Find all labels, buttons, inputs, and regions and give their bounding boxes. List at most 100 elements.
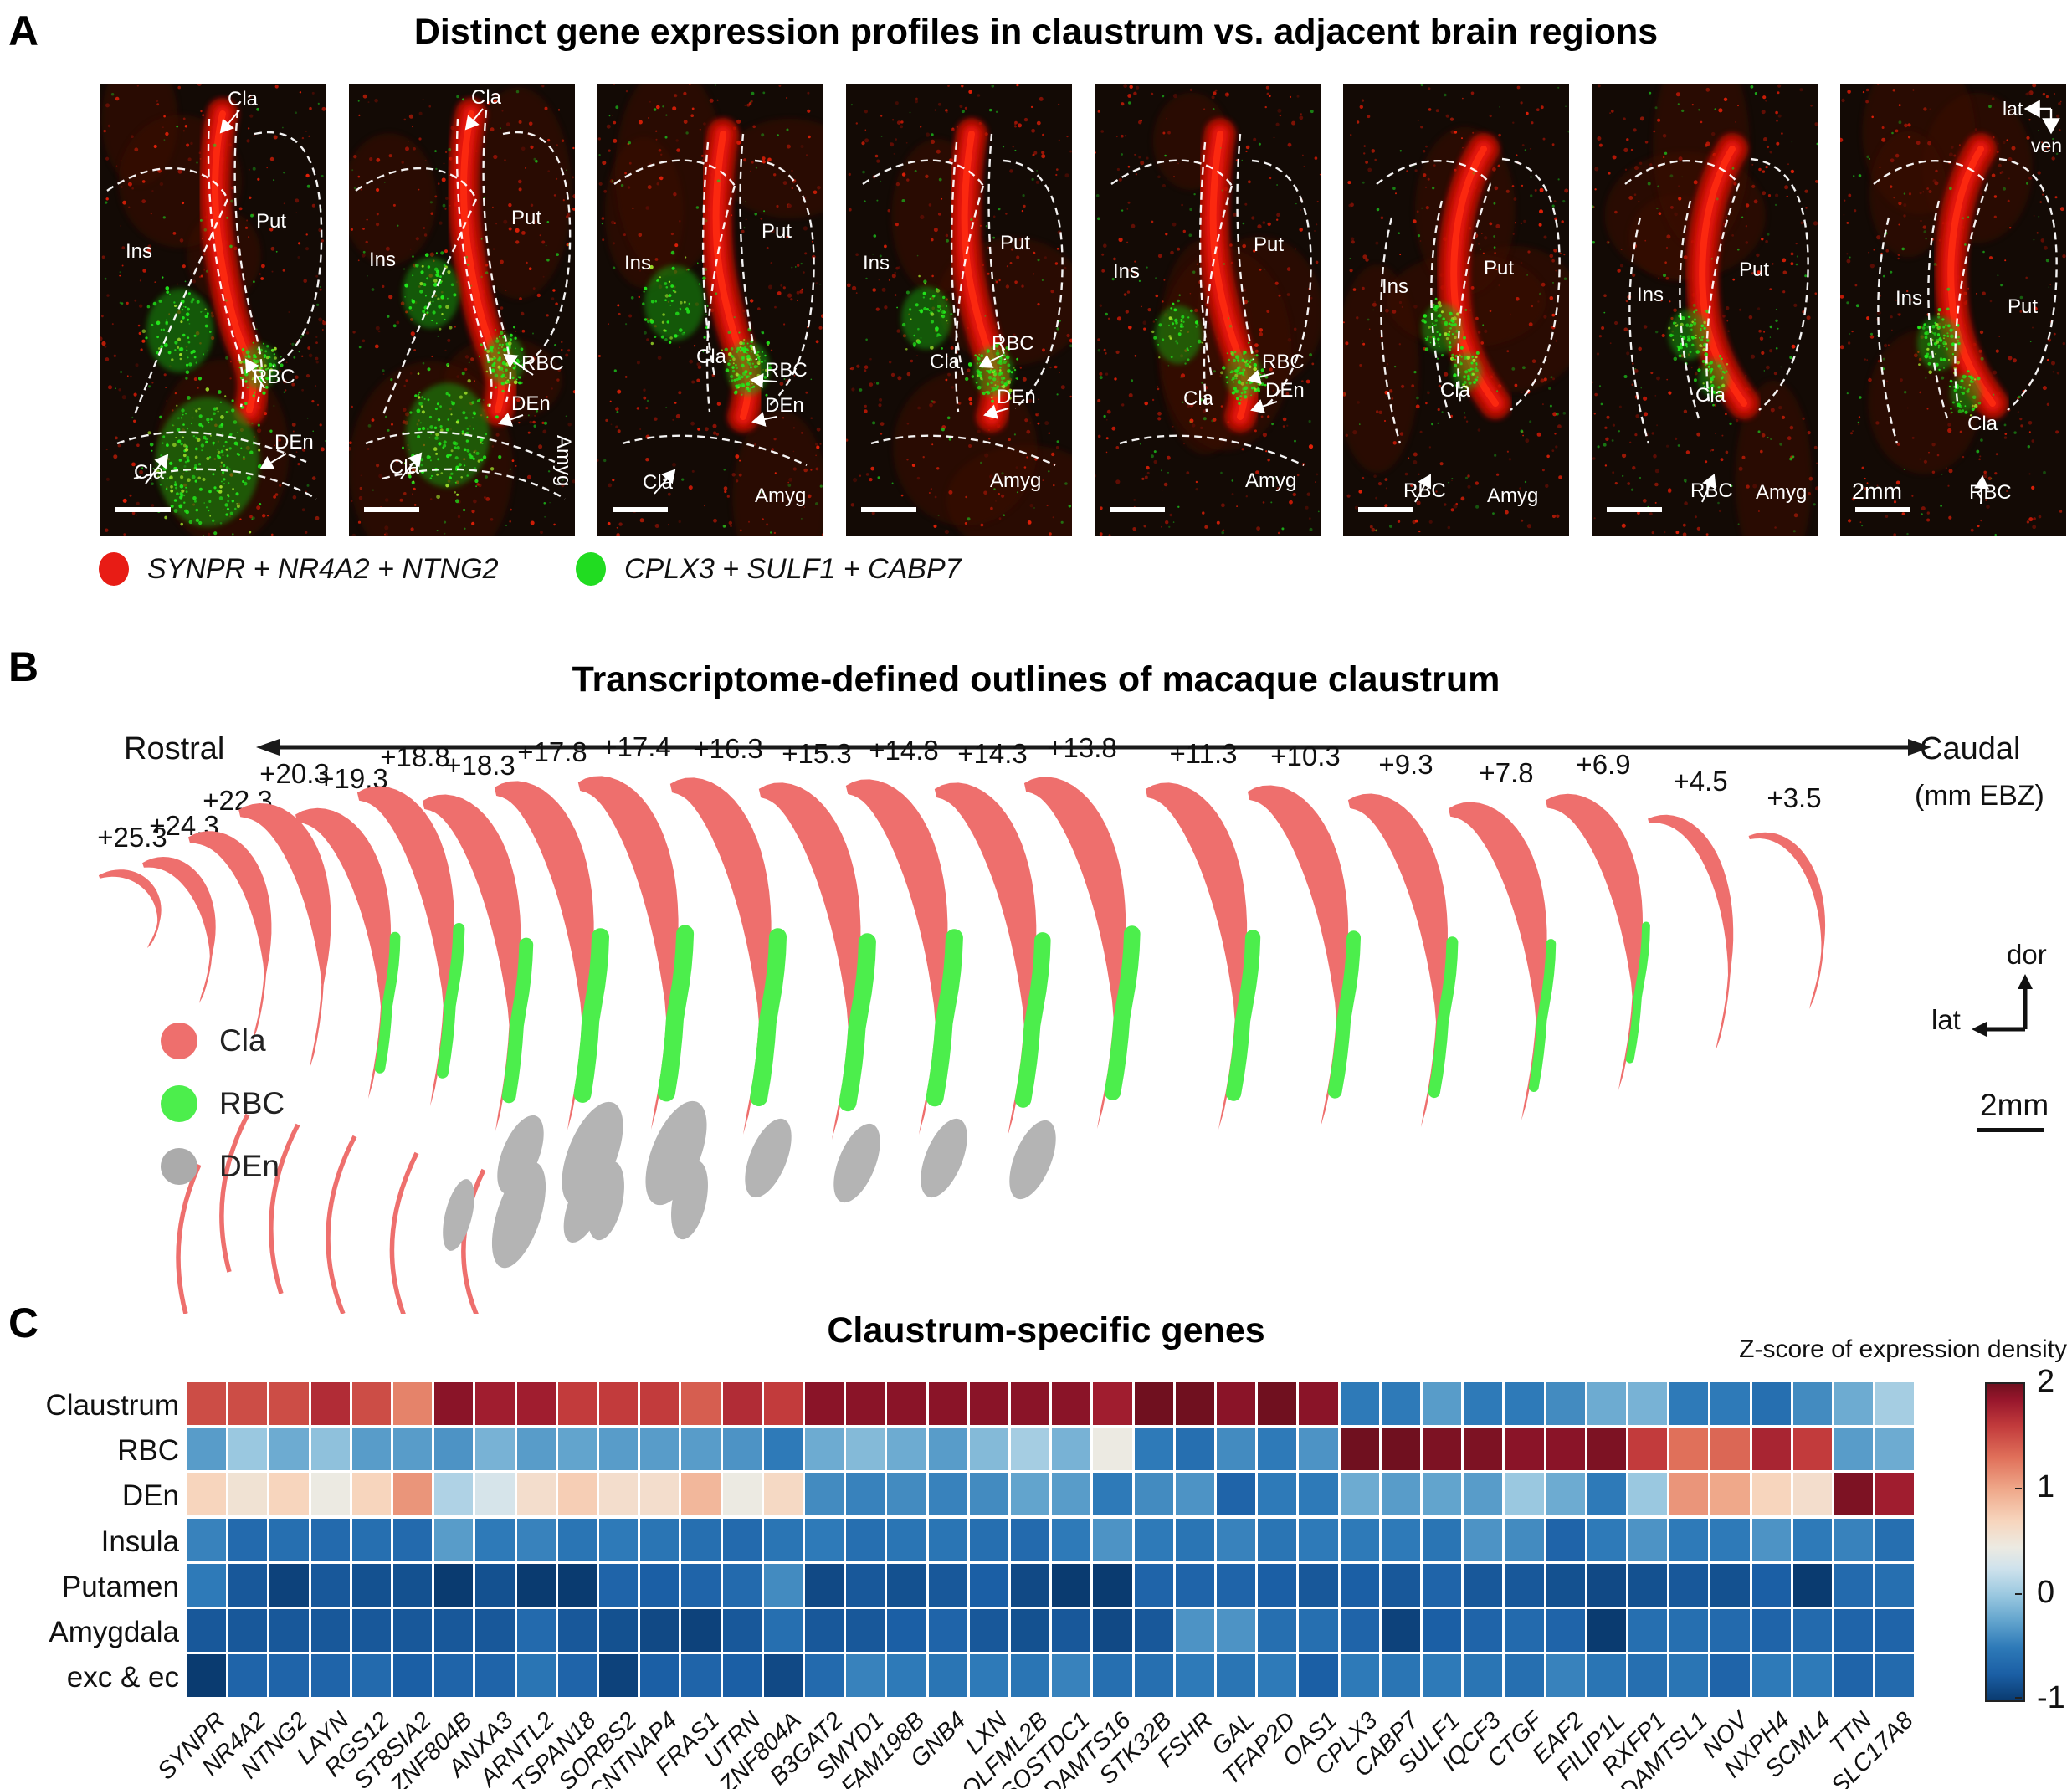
heatmap-cell — [1875, 1654, 1915, 1698]
region-outline-dashed — [1003, 159, 1064, 409]
anatomy-label-cla: Cla — [1695, 384, 1726, 407]
heatmap-cell — [1423, 1382, 1462, 1425]
heatmap-cell — [1587, 1473, 1626, 1516]
heatmap-cell — [475, 1473, 515, 1516]
heatmap-cell — [1175, 1428, 1214, 1471]
heatmap-cell — [1834, 1428, 1874, 1471]
rbc-outline-shape — [1528, 939, 1557, 1092]
heatmap-cell — [1052, 1518, 1091, 1561]
heatmap-cell — [1751, 1518, 1791, 1561]
scalebar-2mm-label: 2mm — [1980, 1088, 2049, 1122]
heatmap-cell — [1175, 1473, 1214, 1516]
anatomy-label-rbc: RBC — [992, 332, 1034, 355]
anatomy-label-ins: Ins — [1113, 260, 1140, 283]
anatomy-label-cla: Cla — [228, 88, 259, 110]
heatmap-cell — [1464, 1518, 1503, 1561]
heatmap-cell — [351, 1654, 391, 1698]
rbc-outline-shape — [501, 937, 534, 1104]
rbc-outline-shape — [573, 928, 609, 1103]
colorbar-tick-mark — [2015, 1382, 2022, 1384]
anatomy-label-cla: Cla — [134, 461, 165, 484]
heatmap-cell — [1052, 1654, 1091, 1698]
region-outline-dashed — [1873, 160, 1988, 185]
heatmap-cell — [516, 1654, 556, 1698]
rbc-outline-shape — [657, 925, 695, 1102]
heatmap-cell — [475, 1563, 515, 1607]
heatmap-cell — [846, 1609, 885, 1652]
heatmap-cell — [1751, 1609, 1791, 1652]
region-outline-dashed — [954, 185, 985, 413]
heatmap-cell — [393, 1518, 433, 1561]
colorbar-tick-mark — [2015, 1697, 2022, 1699]
heatmap-cell — [1792, 1518, 1832, 1561]
region-outline-dashed — [116, 431, 307, 464]
region-outline-dashed — [233, 110, 264, 402]
heatmap-cell — [722, 1428, 762, 1471]
heatmap-cell — [1875, 1609, 1915, 1652]
heatmap-cell — [1710, 1654, 1750, 1698]
heatmap-cell — [1834, 1654, 1874, 1698]
heatmap-cell — [1423, 1428, 1462, 1471]
heatmap-cell — [928, 1609, 967, 1652]
heatmap-cell — [1464, 1428, 1503, 1471]
anatomy-label-amyg: Amyg — [1756, 481, 1807, 504]
den-fragment-shape — [563, 1164, 608, 1243]
region-outline-dashed — [1236, 133, 1255, 361]
heatmap-cell — [1792, 1473, 1832, 1516]
section-coordinate-label: +3.5 — [1767, 782, 1821, 813]
heatmap-cell — [640, 1382, 680, 1425]
heatmap-cell — [1423, 1654, 1462, 1698]
heatmap-cell — [1258, 1563, 1297, 1607]
rbc-outline-shape — [1225, 930, 1261, 1101]
region-outline-dashed — [1376, 160, 1491, 185]
heatmap-cell — [1052, 1428, 1091, 1471]
heatmap-cell — [928, 1563, 967, 1607]
axis-unit-label: (mm EBZ) — [1915, 780, 2044, 812]
heatmap-cell — [722, 1382, 762, 1425]
rbc-outline-shape — [1014, 932, 1051, 1108]
region-outline-dashed — [950, 141, 965, 377]
heatmap-cell — [1464, 1654, 1503, 1698]
heatmap-cell — [1669, 1563, 1709, 1607]
heatmap-cell — [887, 1609, 926, 1652]
heatmap-cell — [1710, 1428, 1750, 1471]
heatmap-cell — [1217, 1473, 1256, 1516]
heatmap-cell — [1299, 1609, 1338, 1652]
heatmap-cell — [1175, 1563, 1214, 1607]
heatmap-cell — [1134, 1428, 1173, 1471]
anatomy-label-amyg: Amyg — [990, 469, 1041, 492]
panel-b-label: B — [8, 643, 39, 690]
cla-outline-shape — [758, 782, 861, 1140]
rbc-outline-shape — [1104, 925, 1141, 1100]
rbc-outline-shape — [750, 928, 787, 1106]
microscopy-image-7: Ins Put Cla RBC Amyg — [1592, 84, 1818, 536]
heatmap-cell — [1751, 1563, 1791, 1607]
orientation-compass-icon — [1972, 974, 2033, 1037]
heatmap-cell — [351, 1428, 391, 1471]
heatmap-cell — [187, 1428, 227, 1471]
heatmap-cell — [475, 1654, 515, 1698]
heatmap-cell — [269, 1563, 309, 1607]
heatmap-cell — [228, 1609, 268, 1652]
heatmap-cell — [1628, 1609, 1668, 1652]
cla-outline-shape — [577, 776, 679, 1130]
heatmap-cell — [393, 1382, 433, 1425]
rbc-dot-icon — [161, 1085, 197, 1122]
cla-outline-shape — [934, 782, 1037, 1136]
heatmap-cell — [887, 1428, 926, 1471]
heatmap-cell — [269, 1609, 309, 1652]
heatmap-cell — [1834, 1382, 1874, 1425]
region-outline-dashed — [455, 118, 493, 408]
heatmap-cell — [805, 1609, 844, 1652]
heatmap-cell — [1464, 1609, 1503, 1652]
rbc-outline-shape — [926, 929, 963, 1107]
cla-outline-shape — [1247, 785, 1349, 1127]
heatmap-cell — [805, 1382, 844, 1425]
anatomy-label-rbc: RBC — [521, 352, 564, 375]
den-dot-icon — [161, 1148, 197, 1185]
heatmap-cell — [1628, 1428, 1668, 1471]
anatomy-label-put: Put — [1739, 259, 1769, 281]
heatmap-cell — [310, 1654, 350, 1698]
heatmap-cell — [1710, 1518, 1750, 1561]
region-outline-dashed — [482, 110, 512, 402]
